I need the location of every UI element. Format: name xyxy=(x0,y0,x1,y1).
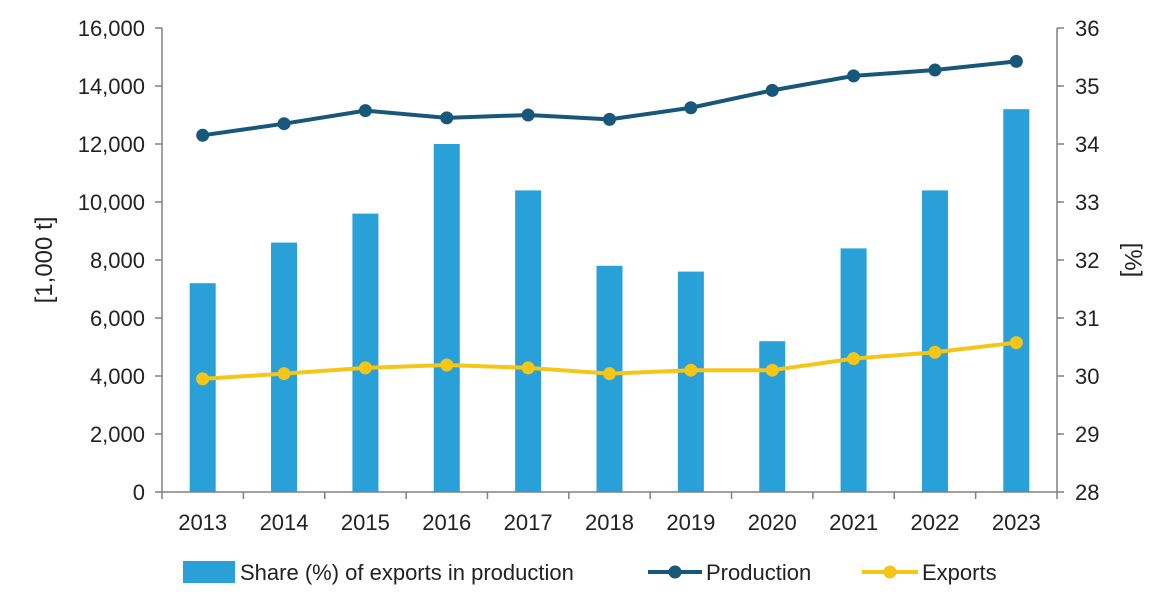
legend: Share (%) of exports in production Produc… xyxy=(183,560,997,585)
x-tick-label: 2016 xyxy=(422,510,471,535)
legend-label-share: Share (%) of exports in production xyxy=(240,560,574,585)
x-tick-label: 2014 xyxy=(260,510,309,535)
point-exports-2021 xyxy=(847,352,861,366)
point-production-2019 xyxy=(684,101,698,115)
point-exports-2023 xyxy=(1009,336,1023,350)
bar-2017 xyxy=(515,190,542,492)
y-tick-label-left: 16,000 xyxy=(78,16,145,41)
y-tick-label-right: 34 xyxy=(1075,132,1099,157)
point-production-2017 xyxy=(521,108,535,122)
point-production-2016 xyxy=(440,111,454,125)
point-exports-2015 xyxy=(358,361,372,375)
legend-swatch-share xyxy=(183,561,235,583)
y-tick-label-right: 35 xyxy=(1075,74,1099,99)
point-exports-2022 xyxy=(928,345,942,359)
y-tick-label-right: 28 xyxy=(1075,480,1099,505)
point-exports-2017 xyxy=(521,361,535,375)
legend-label-exports: Exports xyxy=(922,560,997,585)
legend-swatch-production-marker xyxy=(668,565,682,579)
point-production-2022 xyxy=(928,63,942,77)
line-series xyxy=(196,54,1023,386)
point-production-2015 xyxy=(358,104,372,118)
y-tick-label-right: 36 xyxy=(1075,16,1099,41)
bar-2013 xyxy=(189,283,216,492)
point-production-2023 xyxy=(1009,54,1023,68)
y-tick-label-left: 0 xyxy=(133,480,145,505)
x-tick-label: 2020 xyxy=(748,510,797,535)
y-axis-title-left: [1,000 t] xyxy=(31,217,58,304)
x-tick-label: 2023 xyxy=(992,510,1041,535)
point-exports-2020 xyxy=(765,363,779,377)
bar-2016 xyxy=(433,144,460,492)
y-tick-label-left: 12,000 xyxy=(78,132,145,157)
point-exports-2019 xyxy=(684,363,698,377)
bar-2019 xyxy=(677,271,704,492)
y-tick-label-left: 8,000 xyxy=(90,248,145,273)
x-tick-label: 2019 xyxy=(666,510,715,535)
point-production-2020 xyxy=(765,83,779,97)
point-exports-2018 xyxy=(603,367,616,381)
legend-swatch-exports-marker xyxy=(883,565,897,579)
point-production-2021 xyxy=(847,69,861,83)
y-tick-label-left: 10,000 xyxy=(78,190,145,215)
bar-2022 xyxy=(921,190,948,492)
axes xyxy=(155,27,1064,499)
point-production-2013 xyxy=(196,128,210,142)
bar-2021 xyxy=(840,248,867,492)
point-production-2014 xyxy=(277,117,291,131)
bar-2023 xyxy=(1003,109,1030,492)
bar-2015 xyxy=(352,213,379,492)
y-tick-label-left: 6,000 xyxy=(90,306,145,331)
x-tick-label: 2018 xyxy=(585,510,634,535)
legend-label-production: Production xyxy=(706,560,811,585)
x-tick-label: 2017 xyxy=(504,510,553,535)
y-tick-label-left: 4,000 xyxy=(90,364,145,389)
x-tick-label: 2021 xyxy=(829,510,878,535)
bar-series-share xyxy=(189,109,1030,492)
y-tick-label-right: 29 xyxy=(1075,422,1099,447)
y-tick-label-right: 33 xyxy=(1075,190,1099,215)
point-exports-2016 xyxy=(440,358,454,372)
point-exports-2013 xyxy=(196,372,210,386)
y-tick-label-left: 14,000 xyxy=(78,74,145,99)
y-tick-label-left: 2,000 xyxy=(90,422,145,447)
x-tick-label: 2022 xyxy=(910,510,959,535)
y-tick-label-right: 32 xyxy=(1075,248,1099,273)
x-tick-label: 2015 xyxy=(341,510,390,535)
tick-labels: 0 2,000 4,000 6,000 8,000 10,000 12,000 14,000 1… xyxy=(78,16,1100,535)
y-tick-label-right: 30 xyxy=(1075,364,1099,389)
y-tick-label-right: 31 xyxy=(1075,306,1099,331)
point-production-2018 xyxy=(603,112,616,126)
y-axis-title-right: [%] xyxy=(1119,243,1146,278)
x-tick-label: 2013 xyxy=(178,510,227,535)
point-exports-2014 xyxy=(277,367,291,381)
